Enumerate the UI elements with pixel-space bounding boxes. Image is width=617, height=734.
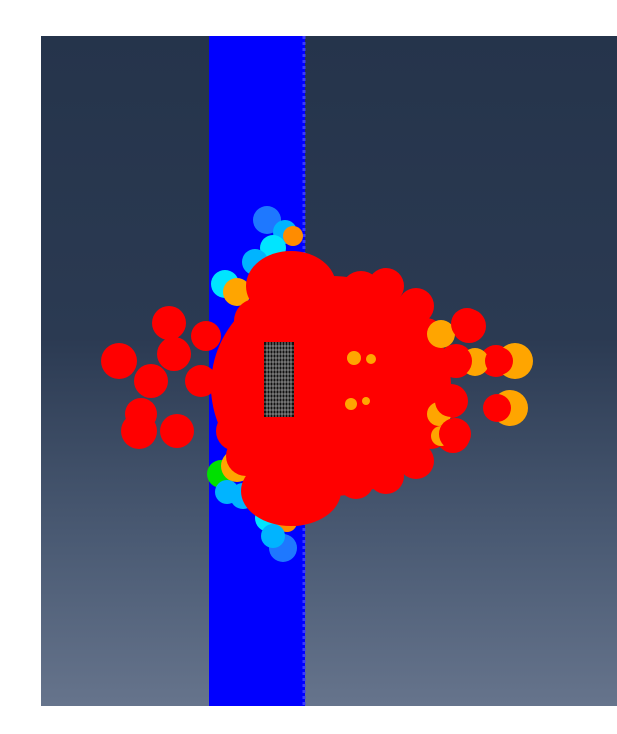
particle [261, 524, 285, 548]
simulation-canvas[interactable] [41, 36, 617, 706]
particle [283, 226, 303, 246]
particle [347, 351, 361, 365]
particle [362, 397, 370, 405]
simulation-viewport[interactable] [41, 36, 617, 706]
particle [345, 398, 357, 410]
particle [427, 320, 455, 348]
projectile-mesh [264, 342, 294, 417]
particle [366, 354, 376, 364]
right-red-particles [435, 308, 513, 450]
debris-cloud [101, 251, 512, 526]
particle [223, 278, 251, 306]
particle [253, 206, 281, 234]
